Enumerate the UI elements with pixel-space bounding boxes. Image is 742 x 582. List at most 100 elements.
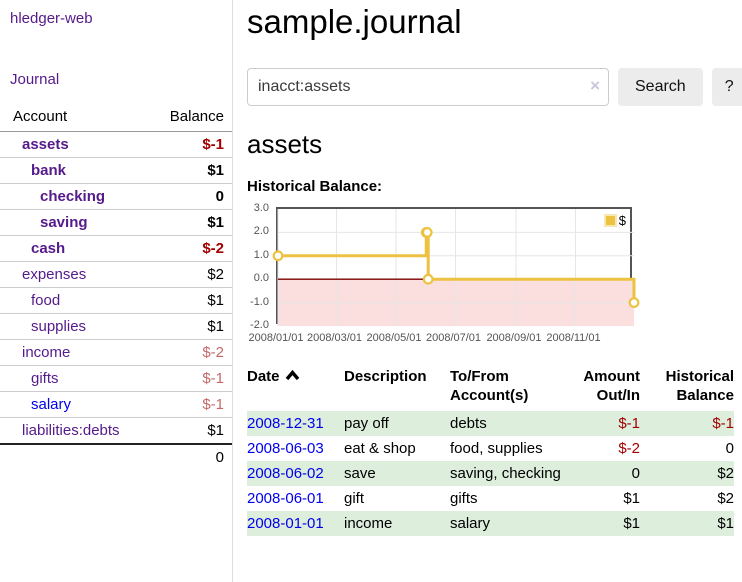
transaction-description: save — [344, 465, 376, 482]
search-row: × Search ? — [247, 68, 742, 106]
account-row: expenses $2 — [0, 261, 232, 288]
accounts-total-row: 0 — [0, 443, 232, 470]
register-row: 2008-06-03 eat & shop food, supplies $-2 0 — [247, 436, 734, 461]
legend-swatch-icon — [603, 214, 617, 227]
account-row: liabilities:debts $1 — [0, 417, 232, 445]
chart-plot-area: $ — [272, 207, 640, 326]
account-row: cash $-2 — [0, 235, 232, 262]
transaction-accounts: salary — [450, 515, 491, 532]
transaction-balance: $1 — [717, 515, 734, 532]
search-input[interactable] — [247, 68, 609, 106]
column-header-amount: Amount Out/In — [583, 368, 640, 404]
search-button[interactable]: Search — [618, 68, 703, 106]
legend-label: $ — [618, 213, 626, 228]
transaction-description: gift — [344, 490, 365, 507]
x-axis-tick: 2008/03/01 — [306, 332, 363, 344]
account-row: checking 0 — [0, 183, 232, 210]
search-input-wrap: × — [247, 68, 609, 106]
accounts-header-balance: Balance — [142, 105, 232, 132]
transaction-amount: $1 — [623, 515, 640, 532]
transaction-date-link[interactable]: 2008-06-03 — [247, 440, 324, 457]
accounts-table: Account Balance assets $-1 bank $1 checking 0… — [0, 105, 232, 470]
account-balance: $1 — [142, 209, 232, 236]
transaction-date-link[interactable]: 2008-06-01 — [247, 490, 324, 507]
register-row: 2008-12-31 pay off debts $-1 $-1 — [247, 411, 734, 436]
account-heading: assets — [247, 129, 323, 159]
account-link[interactable]: saving — [40, 214, 88, 231]
register-row: 2008-06-02 save saving, checking 0 $2 — [247, 461, 734, 486]
y-axis-tick: -2.0 — [250, 319, 269, 331]
x-axis-tick: 2008/07/01 — [425, 332, 482, 344]
accounts-total-balance: 0 — [142, 443, 232, 470]
transaction-amount: $-2 — [618, 440, 640, 457]
transaction-accounts: gifts — [450, 490, 478, 507]
account-balance: $-1 — [142, 131, 232, 158]
transaction-amount: $1 — [623, 490, 640, 507]
sort-asc-icon — [285, 369, 299, 381]
register-row: 2008-01-01 income salary $1 $1 — [247, 511, 734, 536]
chart-legend: $ — [603, 213, 626, 228]
transaction-date-link[interactable]: 2008-12-31 — [247, 415, 324, 432]
transaction-balance: $2 — [717, 465, 734, 482]
column-header-balance: Historical Balance — [665, 368, 734, 404]
transaction-description: pay off — [344, 415, 389, 432]
column-header-description: Description — [344, 368, 427, 385]
y-axis-tick: -1.0 — [250, 295, 269, 308]
x-axis-tick: 2008/05/01 — [366, 332, 422, 344]
account-balance: $1 — [142, 157, 232, 184]
account-balance: $-2 — [142, 235, 232, 262]
account-balance: $1 — [142, 417, 232, 445]
transaction-amount: 0 — [631, 465, 640, 482]
column-header-date[interactable]: Date — [247, 365, 344, 411]
account-balance: $1 — [142, 313, 232, 340]
sidebar-item-journal[interactable]: Journal — [10, 71, 60, 88]
account-balance: $-2 — [142, 339, 232, 366]
accounts-header-account: Account — [0, 105, 143, 132]
account-row: gifts $-1 — [0, 365, 232, 392]
account-link[interactable]: liabilities:debts — [22, 422, 120, 439]
account-link[interactable]: expenses — [22, 266, 87, 283]
account-link[interactable]: gifts — [31, 370, 59, 387]
transaction-date-link[interactable]: 2008-06-02 — [247, 465, 324, 482]
transaction-accounts: saving, checking — [450, 465, 561, 482]
account-link[interactable]: cash — [31, 240, 66, 257]
account-balance: $2 — [142, 261, 232, 288]
register-table: Date Description To/From Account(s) Amount Ou… — [247, 365, 734, 536]
transaction-balance: $-1 — [712, 415, 734, 432]
account-link[interactable]: salary — [31, 396, 72, 413]
account-row: food $1 — [0, 287, 232, 314]
search-help-button[interactable]: ? — [711, 68, 742, 106]
chart-canvas — [272, 209, 640, 326]
account-balance: $1 — [142, 287, 232, 314]
transaction-balance: $2 — [717, 490, 734, 507]
main-content: sample.journal × Search ? assets Histori… — [233, 0, 742, 582]
account-link[interactable]: food — [31, 292, 61, 309]
account-link[interactable]: bank — [31, 162, 67, 179]
account-balance: $-1 — [142, 391, 232, 418]
y-axis-tick: 3.0 — [253, 202, 269, 214]
brand-link[interactable]: hledger-web — [10, 10, 93, 27]
chart-title: Historical Balance: — [247, 178, 383, 195]
y-axis-tick: 1.0 — [253, 248, 269, 261]
account-row: salary $-1 — [0, 391, 232, 418]
account-row: income $-2 — [0, 339, 232, 366]
transaction-balance: 0 — [725, 440, 734, 457]
y-axis-tick: 0.0 — [253, 272, 269, 285]
account-row: saving $1 — [0, 209, 232, 236]
account-link[interactable]: assets — [22, 136, 69, 153]
x-axis-tick: 2008/11/01 — [546, 332, 601, 344]
transaction-amount: $-1 — [618, 415, 640, 432]
column-header-accounts: To/From Account(s) — [450, 368, 529, 404]
account-balance: $-1 — [142, 365, 232, 392]
balance-chart: $ 3.0 2.0 1.0 0.0 -1.0 -2.0 2008/01/01 2008/03/… — [247, 203, 742, 345]
clear-search-icon[interactable]: × — [590, 76, 600, 95]
account-link[interactable]: checking — [40, 188, 106, 205]
x-axis-tick: 2008/01/01 — [248, 332, 304, 344]
account-balance: 0 — [142, 183, 232, 210]
register-row: 2008-06-01 gift gifts $1 $2 — [247, 486, 734, 511]
account-link[interactable]: supplies — [31, 318, 87, 335]
transaction-date-link[interactable]: 2008-01-01 — [247, 515, 324, 532]
account-link[interactable]: income — [22, 344, 71, 361]
transaction-accounts: debts — [450, 415, 487, 432]
